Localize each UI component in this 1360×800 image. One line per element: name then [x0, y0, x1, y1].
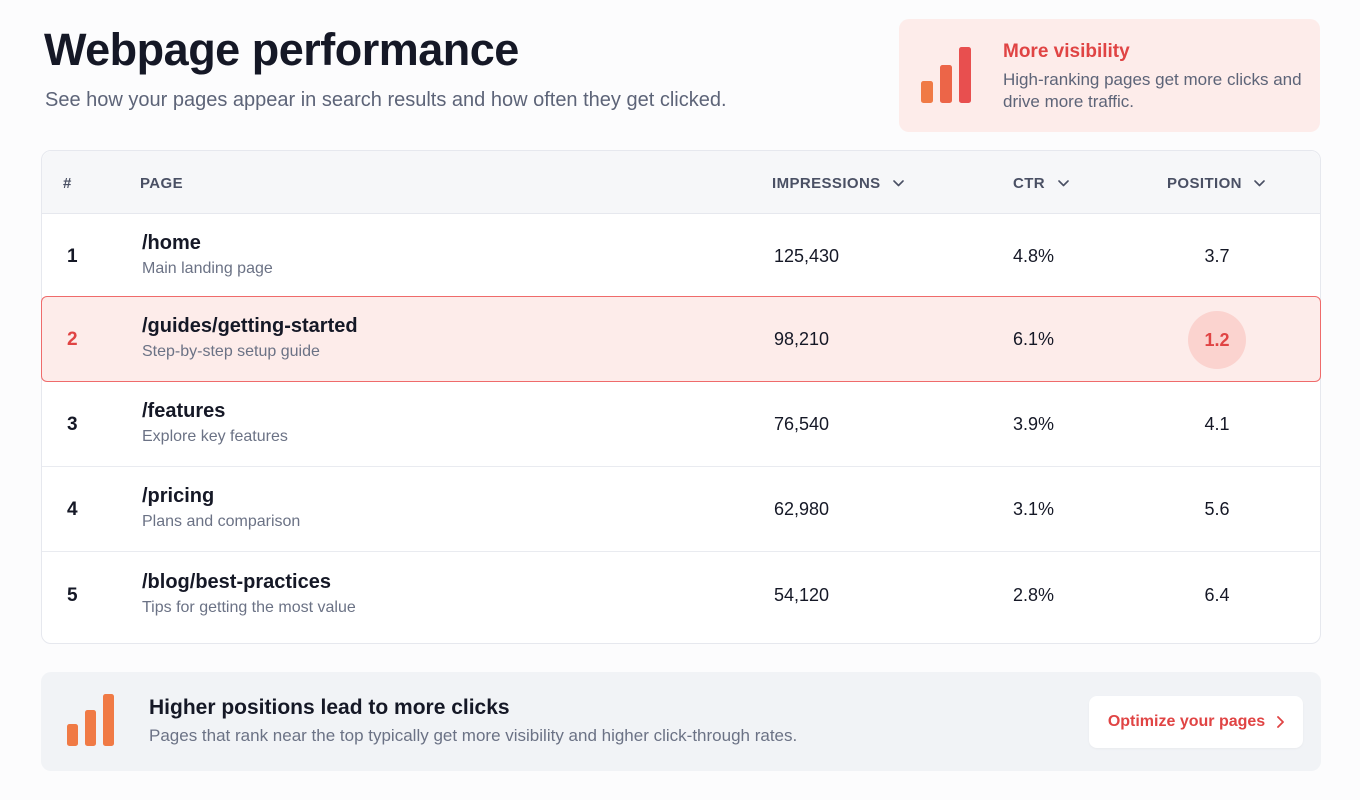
position-value: 6.4 [1204, 585, 1230, 605]
page-description: Tips for getting the most value [142, 599, 356, 616]
impressions-value: 76,540 [774, 414, 830, 434]
page-path-link[interactable]: /home [142, 232, 201, 254]
performance-table: # PAGE IMPRESSIONS CTR POSITION 1 /home … [41, 150, 1321, 644]
row-number: 1 [67, 246, 78, 267]
column-header-number: # [63, 175, 72, 192]
footer-text: Pages that rank near the top typically g… [149, 726, 798, 745]
table-row[interactable]: 4 /pricing Plans and comparison 62,980 3… [42, 467, 1320, 552]
bar-chart-icon [921, 47, 971, 103]
ctr-value: 3.9% [1013, 414, 1055, 434]
page-description: Plans and comparison [142, 513, 301, 530]
page-description: Step-by-step setup guide [142, 343, 320, 360]
table-row[interactable]: 3 /features Explore key features 76,540 … [42, 382, 1320, 467]
column-header-impressions[interactable]: IMPRESSIONS [772, 175, 904, 192]
footer-tip-card: Higher positions lead to more clicks Pag… [41, 672, 1321, 771]
position-value: 4.1 [1204, 414, 1230, 434]
column-header-position-label: POSITION [1167, 175, 1242, 192]
optimize-pages-button-label: Optimize your pages [1107, 713, 1266, 730]
position-value: 3.7 [1204, 246, 1230, 266]
table-header: # PAGE IMPRESSIONS CTR POSITION [42, 151, 1320, 214]
optimize-pages-button[interactable]: Optimize your pages [1089, 696, 1303, 748]
table-row[interactable]: 1 /home Main landing page 125,430 4.8% 3… [42, 214, 1320, 299]
table-row[interactable]: 5 /blog/best-practices Tips for getting … [42, 553, 1320, 643]
page-path-link[interactable]: /pricing [142, 485, 215, 507]
impressions-value: 125,430 [774, 246, 840, 266]
bar-chart-icon [67, 694, 114, 746]
row-number: 2 [67, 329, 78, 350]
visibility-info-card: More visibility High-ranking pages get m… [899, 19, 1320, 132]
chevron-right-icon [1277, 716, 1285, 728]
page-path-link[interactable]: /guides/getting-started [142, 315, 358, 337]
chevron-down-icon [1254, 180, 1266, 187]
row-number: 4 [67, 499, 78, 520]
ctr-value: 6.1% [1013, 329, 1055, 349]
info-card-title: More visibility [1003, 41, 1130, 62]
page-subtitle: See how your pages appear in search resu… [45, 89, 727, 111]
chevron-down-icon [1057, 180, 1069, 187]
page-description: Main landing page [142, 260, 273, 277]
page-title: Webpage performance [44, 24, 519, 75]
info-card-text: High-ranking pages get more clicks and d… [1003, 70, 1302, 111]
ctr-value: 2.8% [1013, 585, 1055, 605]
footer-title: Higher positions lead to more clicks [149, 696, 510, 719]
page-description: Explore key features [142, 428, 288, 445]
page-path-link[interactable]: /blog/best-practices [142, 571, 331, 593]
position-value: 5.6 [1204, 499, 1230, 519]
chevron-down-icon [893, 180, 904, 187]
row-number: 3 [67, 414, 78, 435]
page-path-link[interactable]: /features [142, 400, 226, 422]
impressions-value: 54,120 [774, 585, 830, 605]
ctr-value: 4.8% [1013, 246, 1055, 266]
impressions-value: 62,980 [774, 499, 830, 519]
column-header-ctr[interactable]: CTR [1013, 175, 1069, 192]
column-header-ctr-label: CTR [1013, 175, 1046, 192]
column-header-page: PAGE [140, 175, 183, 192]
column-header-position[interactable]: POSITION [1167, 175, 1266, 192]
column-header-impressions-label: IMPRESSIONS [772, 175, 881, 192]
position-badge: 1.2 [1188, 311, 1246, 369]
table-row-highlighted[interactable]: 2 /guides/getting-started Step-by-step s… [41, 296, 1321, 382]
row-number: 5 [67, 585, 78, 606]
ctr-value: 3.1% [1013, 499, 1055, 519]
impressions-value: 98,210 [774, 329, 830, 349]
